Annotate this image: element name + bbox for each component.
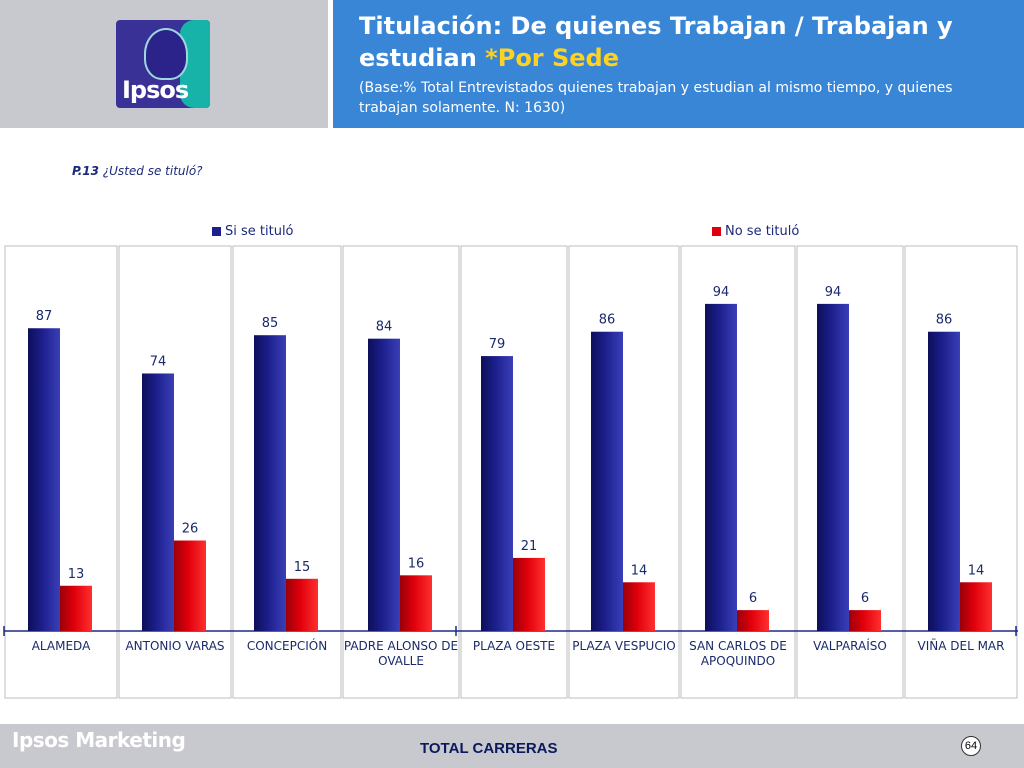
logo-text: Ipsos [122, 76, 189, 104]
category-label: ANTONIO VARAS [125, 639, 224, 653]
bar-si-se-titulo [142, 373, 174, 631]
question-code: P.13 [72, 164, 99, 178]
bar-no-se-titulo [60, 585, 92, 631]
bar-si-se-titulo [705, 303, 737, 631]
data-label: 84 [376, 320, 393, 335]
ipsos-logo: Ipsos [116, 20, 210, 108]
header-divider [328, 0, 333, 128]
slide-title-accent: *Por Sede [485, 44, 620, 72]
question-label: P.13 ¿Usted se tituló? [72, 164, 203, 178]
legend-swatch-si [212, 227, 221, 236]
data-label: 87 [36, 309, 53, 324]
slide-title-main: Titulación: De quienes Trabajan / Trabaj… [359, 12, 953, 72]
logo-head-icon [144, 28, 188, 80]
bar-si-se-titulo [817, 303, 849, 631]
footer: Ipsos Marketing TOTAL CARRERAS 64 [0, 724, 1024, 768]
page-number: 64 [961, 736, 981, 756]
data-label: 74 [150, 354, 167, 369]
legend-item-no: No se tituló [712, 224, 799, 239]
data-label: 13 [68, 567, 85, 582]
category-label: CONCEPCIÓN [247, 638, 327, 653]
data-label: 94 [713, 285, 730, 300]
bar-si-se-titulo [928, 331, 960, 631]
category-label: VALPARAÍSO [813, 638, 887, 653]
bar-no-se-titulo [960, 582, 992, 631]
data-label: 26 [182, 522, 199, 537]
legend-label-no: No se tituló [725, 224, 800, 239]
bar-si-se-titulo [591, 331, 623, 631]
data-label: 6 [749, 591, 757, 606]
bar-no-se-titulo [623, 582, 655, 631]
footer-total-label: TOTAL CARRERAS [420, 740, 558, 757]
legend-swatch-no [712, 227, 721, 236]
bar-no-se-titulo [513, 557, 545, 631]
category-label: PLAZA OESTE [473, 639, 555, 653]
data-label: 79 [489, 337, 506, 352]
legend-label-si: Si se tituló [225, 224, 294, 239]
bar-no-se-titulo [737, 610, 769, 631]
footer-brand: Ipsos Marketing [12, 728, 186, 752]
category-label: ALAMEDA [32, 639, 91, 653]
data-label: 6 [861, 591, 869, 606]
bar-no-se-titulo [849, 610, 881, 631]
bar-si-se-titulo [28, 328, 60, 631]
data-label: 94 [825, 285, 842, 300]
data-label: 16 [408, 556, 425, 571]
category-label: VIÑA DEL MAR [918, 638, 1005, 653]
slide-subtitle: (Base:% Total Entrevistados quienes trab… [359, 80, 953, 116]
data-label: 14 [631, 563, 648, 578]
bar-si-se-titulo [254, 335, 286, 631]
data-label: 85 [262, 316, 279, 331]
category-label: PADRE ALONSO DE OVALLE [344, 639, 458, 668]
bar-chart: 87 13 ALAMEDA 74 26 ANTONIO VARAS 85 15 CONCEPCI… [3, 245, 1018, 699]
bar-no-se-titulo [174, 540, 206, 631]
category-label: PLAZA VESPUCIO [572, 639, 675, 653]
data-label: 86 [936, 313, 953, 328]
bar-no-se-titulo [286, 578, 318, 631]
legend-item-si: Si se tituló [212, 224, 294, 239]
slide-title: Titulación: De quienes Trabajan / Trabaj… [359, 10, 999, 74]
question-text: ¿Usted se tituló? [98, 164, 203, 178]
logo-panel: Ipsos [0, 0, 328, 128]
data-label: 15 [294, 560, 311, 575]
title-panel: Titulación: De quienes Trabajan / Trabaj… [333, 0, 1024, 128]
bar-si-se-titulo [368, 338, 400, 631]
data-label: 86 [599, 313, 616, 328]
category-label: SAN CARLOS DE APOQUINDO [689, 639, 787, 668]
data-label: 21 [521, 539, 538, 554]
bar-no-se-titulo [400, 575, 432, 631]
bar-si-se-titulo [481, 356, 513, 631]
data-label: 14 [968, 563, 985, 578]
